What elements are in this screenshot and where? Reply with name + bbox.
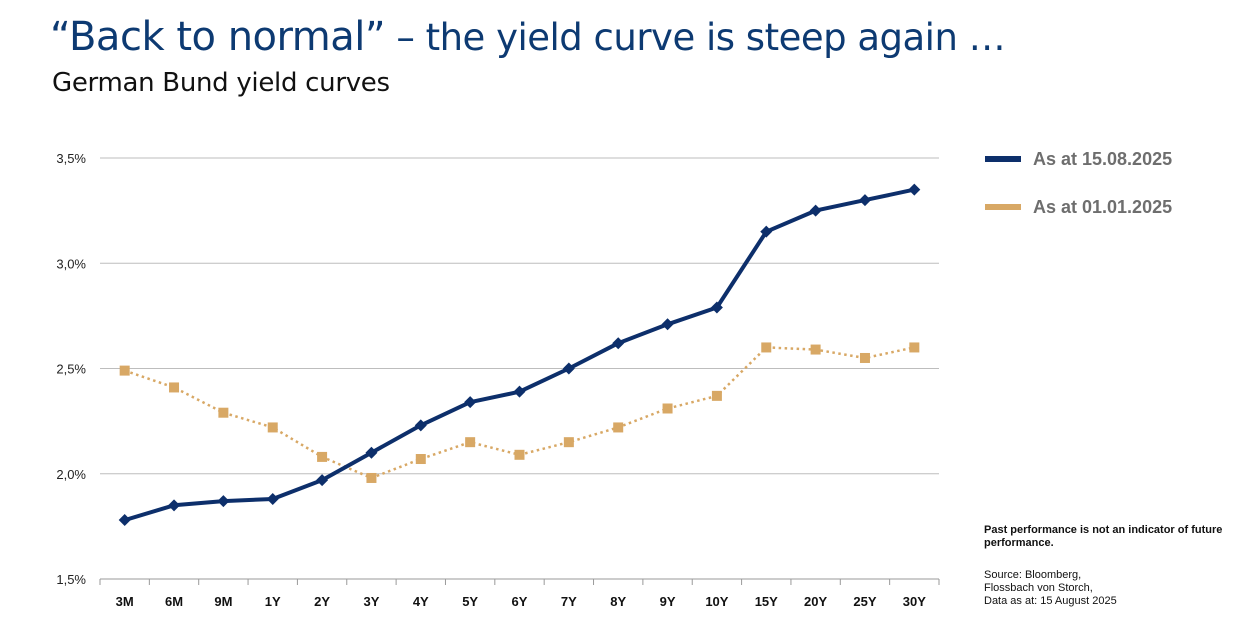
x-tick-label-10Y: 10Y <box>705 594 728 609</box>
y-tick-label-0: 3,5% <box>56 151 86 166</box>
disclaimer-note: Past performance is not an indicator of … <box>984 524 1223 549</box>
legend-label-2: As at 01.01.2025 <box>1033 196 1173 217</box>
legend-swatch-2 <box>985 204 1021 210</box>
y-tick-label-3: 2,0% <box>56 467 86 482</box>
x-tick-label-9M: 9M <box>214 594 232 609</box>
source-line-1: Source: Bloomberg, <box>984 569 1082 581</box>
x-tick-label-8Y: 8Y <box>610 594 626 609</box>
x-tick-label-6Y: 6Y <box>512 594 528 609</box>
chart-title-lead: “Back to normal” <box>50 14 386 60</box>
x-tick-label-3Y: 3Y <box>363 594 379 609</box>
point-s1-3Y <box>365 446 378 459</box>
point-s1-1Y <box>266 493 279 506</box>
series-2 <box>119 342 920 483</box>
x-tick-label-2Y: 2Y <box>314 594 330 609</box>
legend-label-1: As at 15.08.2025 <box>1033 148 1173 169</box>
series-layer <box>118 183 921 527</box>
x-tick-label-30Y: 30Y <box>903 594 926 609</box>
point-s2-30Y <box>909 342 920 353</box>
series-line-1 <box>124 187 915 523</box>
point-s1-6Y <box>513 385 526 398</box>
point-s2-2Y <box>317 451 328 462</box>
point-s1-15Y <box>760 225 773 238</box>
point-s2-6Y <box>514 449 525 460</box>
point-s2-25Y <box>859 352 870 363</box>
legend-item-2[interactable]: As at 01.01.2025 <box>985 195 1172 219</box>
point-s1-2Y <box>316 474 329 487</box>
point-s2-3M <box>119 365 130 376</box>
chart-title-rest: – the yield curve is steep again … <box>385 16 1006 59</box>
point-s1-4Y <box>414 419 427 432</box>
x-tick-label-7Y: 7Y <box>561 594 577 609</box>
legend: As at 15.08.2025 As at 01.01.2025 <box>985 147 1172 243</box>
y-tick-label-2: 2,5% <box>56 362 86 377</box>
series-1 <box>118 183 921 527</box>
point-s1-3M <box>118 514 131 527</box>
y-tick-label-4: 1,5% <box>56 572 86 587</box>
x-tick-label-4Y: 4Y <box>413 594 429 609</box>
x-tick-label-25Y: 25Y <box>853 594 876 609</box>
x-tick-label-5Y: 5Y <box>462 594 478 609</box>
y-axis-ticks: 3,5% 3,0% 2,5% 2,0% 1,5% <box>56 151 86 587</box>
point-s1-7Y <box>562 362 575 375</box>
x-tick-label-9Y: 9Y <box>660 594 676 609</box>
point-s1-20Y <box>809 204 822 217</box>
point-s2-9M <box>218 407 229 418</box>
chart-subtitle: German Bund yield curves <box>52 68 390 98</box>
chart-title: “Back to normal” – the yield curve is st… <box>50 14 1006 60</box>
x-tick-label-20Y: 20Y <box>804 594 827 609</box>
point-s2-8Y <box>613 422 624 433</box>
point-s1-5Y <box>464 396 477 409</box>
point-s2-3Y <box>366 472 377 483</box>
x-axis: 3M 6M 9M 1Y 2Y 3Y 4Y 5Y 6Y 7Y 8Y 9Y 10Y 15Y 20Y 25Y 30Y <box>99 578 940 609</box>
source-note: Source: Bloomberg, Flossbach von Storch,… <box>984 569 1239 608</box>
point-s2-1Y <box>267 422 278 433</box>
gridlines <box>100 157 939 475</box>
point-s2-20Y <box>810 344 821 355</box>
point-s2-5Y <box>465 437 476 448</box>
point-s1-25Y <box>858 194 871 207</box>
point-s1-10Y <box>710 301 723 314</box>
point-s2-15Y <box>761 342 772 353</box>
source-line-2: Flossbach von Storch, <box>984 582 1093 594</box>
yield-curve-chart: 3,5% 3,0% 2,5% 2,0% 1,5% 3M 6M 9M 1Y 2Y 3Y 4Y 5Y 6Y 7… <box>56 151 940 609</box>
source-line-3: Data as at: 15 August 2025 <box>984 595 1117 607</box>
point-s1-9M <box>217 495 230 508</box>
point-s2-4Y <box>415 454 426 465</box>
point-s2-10Y <box>711 390 722 401</box>
x-tick-label-1Y: 1Y <box>265 594 281 609</box>
point-s1-6M <box>168 499 181 512</box>
legend-swatch-1 <box>985 156 1021 162</box>
point-s1-9Y <box>661 318 674 331</box>
point-s1-8Y <box>612 337 625 350</box>
y-tick-label-1: 3,0% <box>56 256 86 271</box>
point-s2-7Y <box>563 437 574 448</box>
x-tick-label-6M: 6M <box>165 594 183 609</box>
point-s2-6M <box>169 382 180 393</box>
legend-item-1[interactable]: As at 15.08.2025 <box>985 147 1172 171</box>
point-s1-30Y <box>908 183 921 196</box>
point-s2-9Y <box>662 403 673 414</box>
x-tick-label-3M: 3M <box>116 594 134 609</box>
x-tick-label-15Y: 15Y <box>755 594 778 609</box>
